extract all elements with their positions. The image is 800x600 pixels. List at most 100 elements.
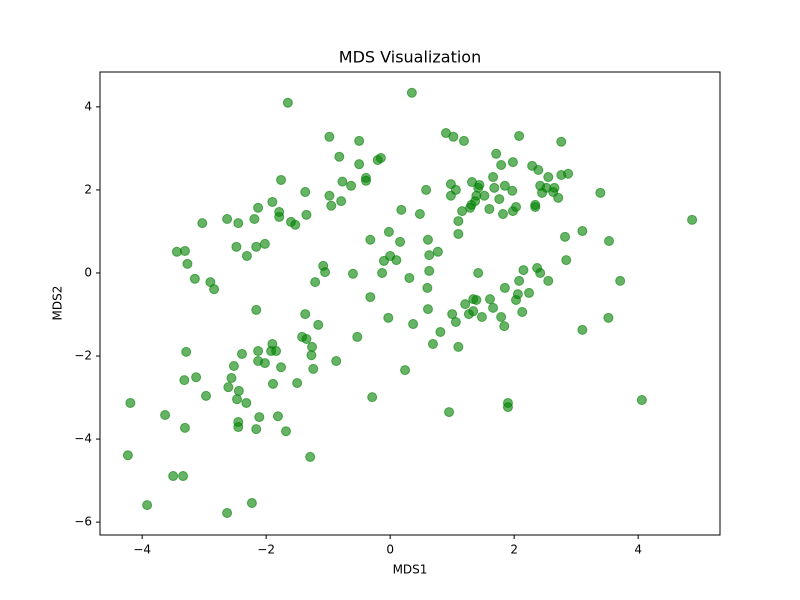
point [561,255,572,266]
point [300,309,311,320]
point [424,265,435,276]
point [253,202,264,213]
point [233,422,244,433]
point [391,255,402,266]
point [377,267,388,278]
point [301,334,312,345]
y-tick-label: −2 [74,349,92,363]
point [267,196,278,207]
point [375,152,386,163]
point [313,319,324,330]
point [636,395,647,406]
point [457,206,468,217]
point [422,282,433,293]
point [530,201,541,212]
point [595,187,606,198]
point [254,412,265,423]
point [603,312,614,323]
point [292,378,303,389]
point [537,187,548,198]
point [404,272,415,283]
point [267,378,278,389]
point [249,213,260,224]
point [563,168,574,179]
point [489,182,500,193]
point [365,292,376,303]
point [233,385,244,396]
point [378,255,389,266]
point [435,326,446,337]
point [432,246,443,257]
point [320,267,331,278]
point [352,331,363,342]
point [458,135,469,146]
point [160,409,171,420]
point [556,136,567,147]
x-tick-label: 2 [510,543,518,557]
point [421,184,432,195]
point [231,241,242,252]
point [491,148,502,159]
point [226,373,237,384]
point [301,209,312,220]
point [232,394,243,405]
point [189,273,200,284]
point [122,450,133,461]
point [360,175,371,186]
point [326,200,337,211]
point [191,372,202,383]
point [300,187,311,198]
point [604,236,615,247]
point [445,190,456,201]
point [354,135,365,146]
point [251,304,262,315]
y-tick-label: 0 [84,265,92,279]
point [514,130,525,141]
point [496,311,507,322]
point [223,382,234,393]
point [324,190,335,201]
x-tick-label: 4 [634,543,642,557]
point [577,324,588,335]
point [408,319,419,330]
point [181,346,192,357]
point [306,350,317,361]
point [324,131,335,142]
chart-title: MDS Visualization [339,48,481,67]
point [543,172,554,183]
point [365,234,376,245]
point [488,172,499,183]
point [197,218,208,229]
point [533,164,544,175]
point [687,214,698,225]
point [337,176,348,187]
point [241,397,252,408]
point [453,341,464,352]
point [236,348,247,359]
point [496,160,507,171]
axes-frame [99,71,721,536]
point [305,451,316,462]
point [142,500,153,511]
point [406,87,417,98]
point [453,216,464,227]
point [424,250,435,261]
point [476,311,487,322]
point [507,185,518,196]
point [281,426,291,437]
x-axis-label: MDS1 [393,563,428,577]
point [308,363,319,374]
point [201,390,212,401]
point [484,204,495,215]
point [543,275,554,286]
point [179,245,190,256]
point [383,226,394,237]
point [334,151,345,162]
point [447,309,458,320]
point [453,228,464,239]
point [310,277,321,288]
y-tick-label: 4 [84,99,92,113]
point [518,265,529,276]
point [414,209,425,220]
